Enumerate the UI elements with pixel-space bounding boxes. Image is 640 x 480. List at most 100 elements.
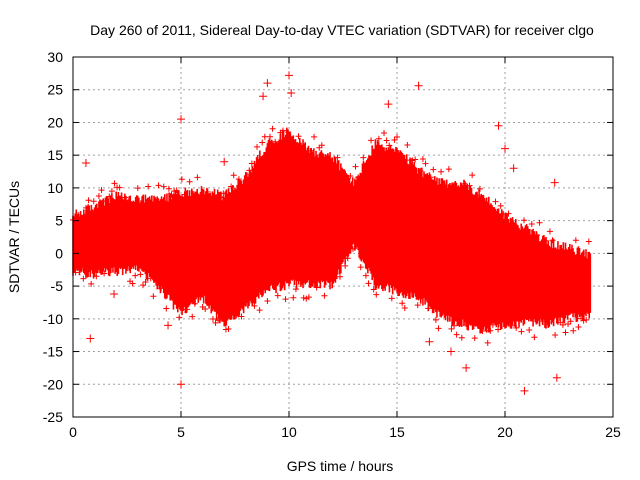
data-point: [300, 294, 307, 301]
outlier-point: [552, 373, 561, 382]
data-point: [544, 319, 551, 326]
data-point: [155, 182, 162, 189]
data-point: [513, 324, 520, 331]
data-point: [554, 314, 561, 321]
data-point: [290, 294, 297, 301]
data-point: [375, 135, 382, 142]
outlier-point: [220, 157, 229, 166]
data-point: [487, 327, 494, 334]
data-point: [176, 314, 183, 321]
data-point: [370, 286, 377, 293]
x-tick-label: 5: [177, 424, 185, 440]
y-tick-label: -10: [43, 311, 63, 327]
data-point: [124, 262, 131, 269]
data-point: [526, 327, 533, 334]
data-point: [471, 335, 478, 342]
data-point: [137, 271, 144, 278]
data-point: [497, 202, 504, 209]
data-point: [539, 318, 546, 325]
data-point: [552, 331, 559, 338]
data-point: [430, 166, 437, 173]
data-point: [178, 176, 185, 183]
data-point: [173, 187, 180, 194]
data-point: [147, 275, 154, 282]
outlier-point: [414, 81, 423, 90]
y-axis-label: SDTVAR / TECUs: [6, 181, 22, 293]
data-point: [546, 228, 553, 235]
data-point: [365, 280, 372, 287]
data-point: [339, 168, 346, 175]
data-point: [212, 319, 219, 326]
data-point: [378, 278, 385, 285]
data-point: [139, 282, 146, 289]
data-point: [326, 155, 333, 162]
data-point: [357, 264, 364, 271]
data-point: [422, 160, 429, 167]
data-point: [476, 185, 483, 192]
data-point: [508, 322, 515, 329]
data-point: [536, 219, 543, 226]
data-point: [531, 334, 538, 341]
data-point: [347, 173, 354, 180]
data-point: [438, 168, 445, 175]
data-point: [463, 320, 470, 327]
y-tick-label: 10: [47, 180, 63, 196]
data-point: [132, 272, 139, 279]
outlier-points: [81, 71, 561, 395]
y-tick-label: 20: [47, 114, 63, 130]
data-point: [160, 183, 167, 190]
y-tick-label: 25: [47, 82, 63, 98]
outlier-point: [164, 321, 173, 330]
data-point: [412, 156, 419, 163]
data-point: [98, 187, 105, 194]
data-point: [528, 220, 535, 227]
data-point: [145, 183, 152, 190]
data-point: [394, 133, 400, 140]
data-point: [292, 286, 299, 293]
outlier-point: [86, 334, 95, 343]
data-point: [287, 133, 294, 140]
data-point: [399, 300, 406, 307]
data-point: [256, 307, 263, 314]
data-point: [298, 276, 305, 283]
outlier-point: [263, 79, 272, 88]
data-point: [344, 255, 351, 262]
data-point: [453, 331, 460, 338]
data-point: [266, 133, 273, 140]
data-point: [158, 285, 165, 292]
data-point: [121, 194, 128, 201]
data-point: [85, 197, 92, 204]
outlier-point: [509, 164, 518, 173]
outlier-point: [520, 386, 529, 395]
data-point: [495, 326, 502, 333]
x-tick-labels: 0 5 10 15 20 25: [69, 424, 621, 440]
data-point: [72, 269, 79, 276]
data-point: [230, 172, 237, 179]
data-point: [129, 280, 136, 287]
data-point: [207, 193, 214, 200]
x-tick-label: 0: [69, 424, 77, 440]
outlier-point: [287, 89, 296, 97]
data-point: [533, 232, 540, 239]
outlier-point: [501, 144, 509, 153]
y-tick-label: 5: [55, 213, 63, 229]
y-tick-label: -25: [43, 409, 63, 425]
data-point: [362, 272, 369, 279]
data-point: [233, 312, 240, 319]
data-point: [248, 160, 255, 167]
x-tick-label: 10: [281, 424, 297, 440]
outlier-point: [494, 121, 503, 130]
data-point: [228, 183, 235, 190]
outlier-point: [550, 178, 559, 187]
data-point: [458, 334, 465, 341]
y-tick-label: -20: [43, 376, 63, 392]
data-point: [349, 245, 356, 252]
data-point: [515, 317, 522, 324]
data-point: [521, 217, 528, 224]
y-tick-label: 15: [47, 147, 63, 163]
data-point: [119, 197, 126, 204]
data-point: [189, 313, 196, 320]
outlier-point: [425, 337, 434, 346]
data-point: [103, 198, 110, 205]
